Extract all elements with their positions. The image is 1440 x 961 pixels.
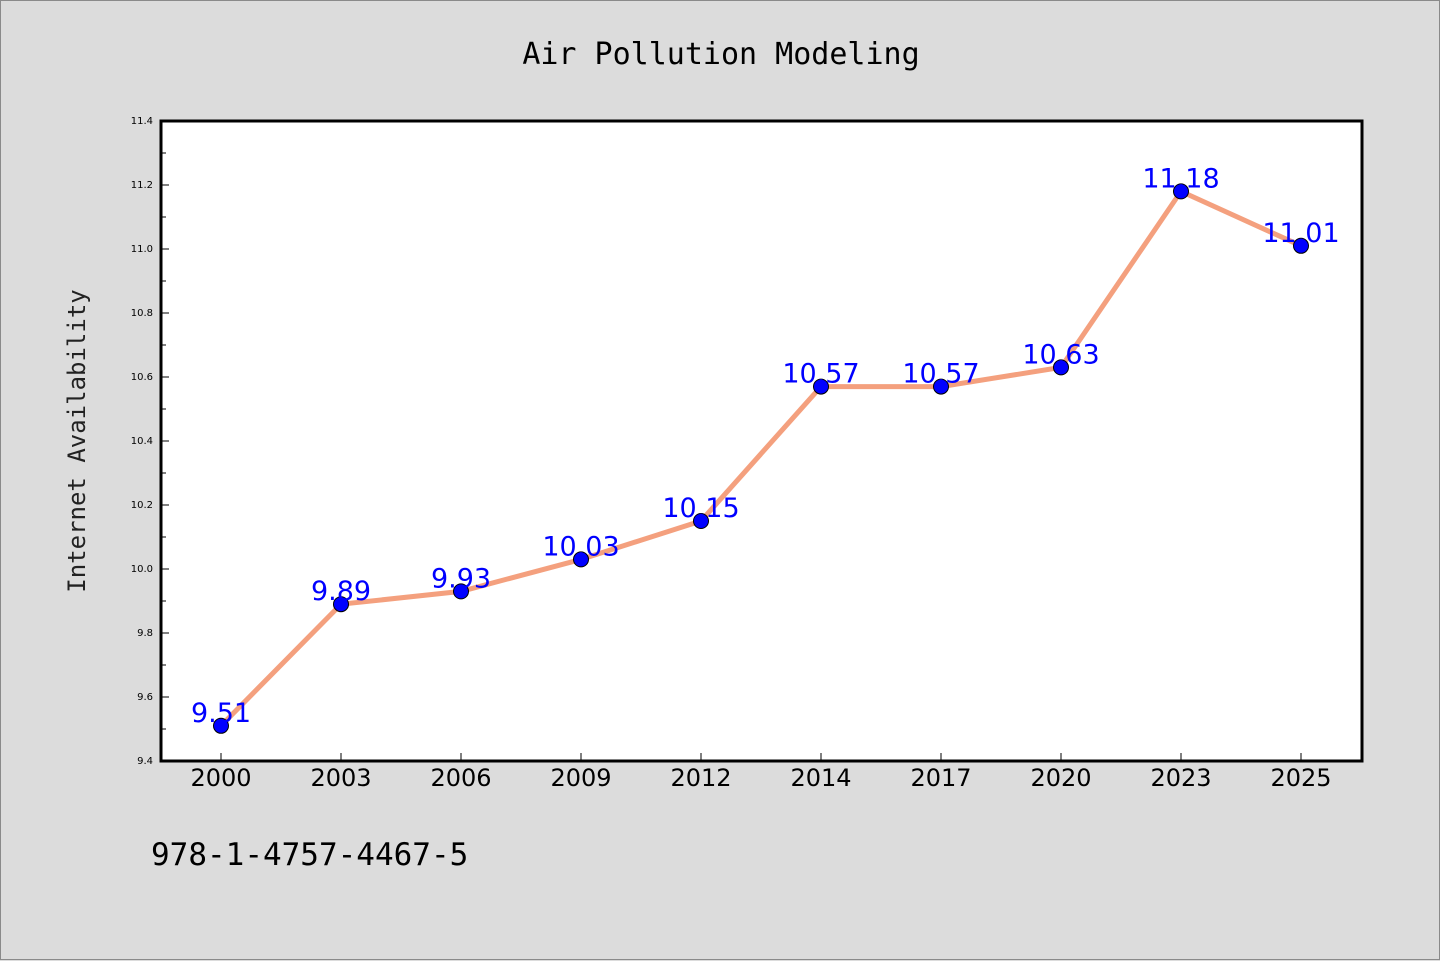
data-label: 11.18 — [1142, 163, 1219, 194]
series-line — [218, 188, 1304, 729]
x-tick-label: 2009 — [550, 764, 611, 792]
data-point — [1053, 359, 1069, 376]
data-point — [213, 717, 229, 734]
data-point — [813, 378, 829, 395]
isbn-footer: 978-1-4757-4467-5 — [151, 837, 468, 873]
y-tick-label: 11.2 — [131, 180, 153, 191]
x-tick-label: 2014 — [790, 764, 851, 792]
x-tick-label: 2003 — [310, 764, 371, 792]
y-tick-label: 9.8 — [137, 628, 153, 639]
x-tick-label: 2020 — [1030, 764, 1091, 792]
x-tick-label: 2006 — [430, 764, 491, 792]
data-label: 11.01 — [1262, 218, 1339, 249]
data-point — [453, 583, 469, 600]
data-point — [1173, 183, 1189, 200]
y-tick-label: 11.0 — [131, 244, 153, 255]
data-point — [573, 551, 589, 568]
data-labels: 9.51 9.89 9.93 10.03 10.15 10.57 10.57 10.63 11.… — [191, 163, 1340, 728]
chart-title: Air Pollution Modeling — [522, 37, 919, 72]
x-tick-label: 2023 — [1150, 764, 1211, 792]
data-label: 10.63 — [1022, 339, 1099, 370]
x-tick-label: 2000 — [190, 764, 251, 792]
series-line-group — [213, 183, 1309, 734]
x-axis: 2000 2003 2006 2009 2012 2014 2017 2020 2023 2025 — [190, 753, 1332, 792]
plot-area — [159, 119, 1364, 763]
y-tick-label: 10.0 — [131, 564, 153, 575]
y-tick-label: 11.4 — [131, 116, 153, 127]
data-point — [693, 513, 709, 529]
data-label: 9.89 — [311, 576, 371, 607]
data-point — [933, 378, 949, 395]
data-point — [333, 596, 349, 613]
data-label: 10.15 — [662, 493, 739, 524]
y-axis: 9.4 9.6 9.8 10.0 10.2 10.4 10.6 10.8 11.0 11.2 11.… — [131, 116, 169, 767]
y-tick-label: 10.4 — [131, 436, 153, 447]
x-tick-label: 2025 — [1270, 764, 1331, 792]
data-label: 9.51 — [191, 698, 251, 729]
y-tick-label: 10.8 — [131, 308, 153, 319]
y-axis-label: Internet Availability — [63, 289, 91, 592]
x-tick-label: 2017 — [910, 764, 971, 792]
y-tick-label: 9.6 — [137, 692, 153, 703]
data-label: 10.03 — [542, 531, 619, 562]
data-point — [1293, 237, 1309, 254]
x-tick-label: 2012 — [670, 764, 731, 792]
y-tick-label: 9.4 — [137, 756, 153, 767]
data-label: 10.57 — [782, 359, 859, 390]
y-tick-label: 10.2 — [131, 500, 153, 511]
data-label: 10.57 — [902, 359, 979, 390]
y-tick-label: 10.6 — [131, 372, 153, 383]
data-label: 9.93 — [431, 563, 491, 594]
